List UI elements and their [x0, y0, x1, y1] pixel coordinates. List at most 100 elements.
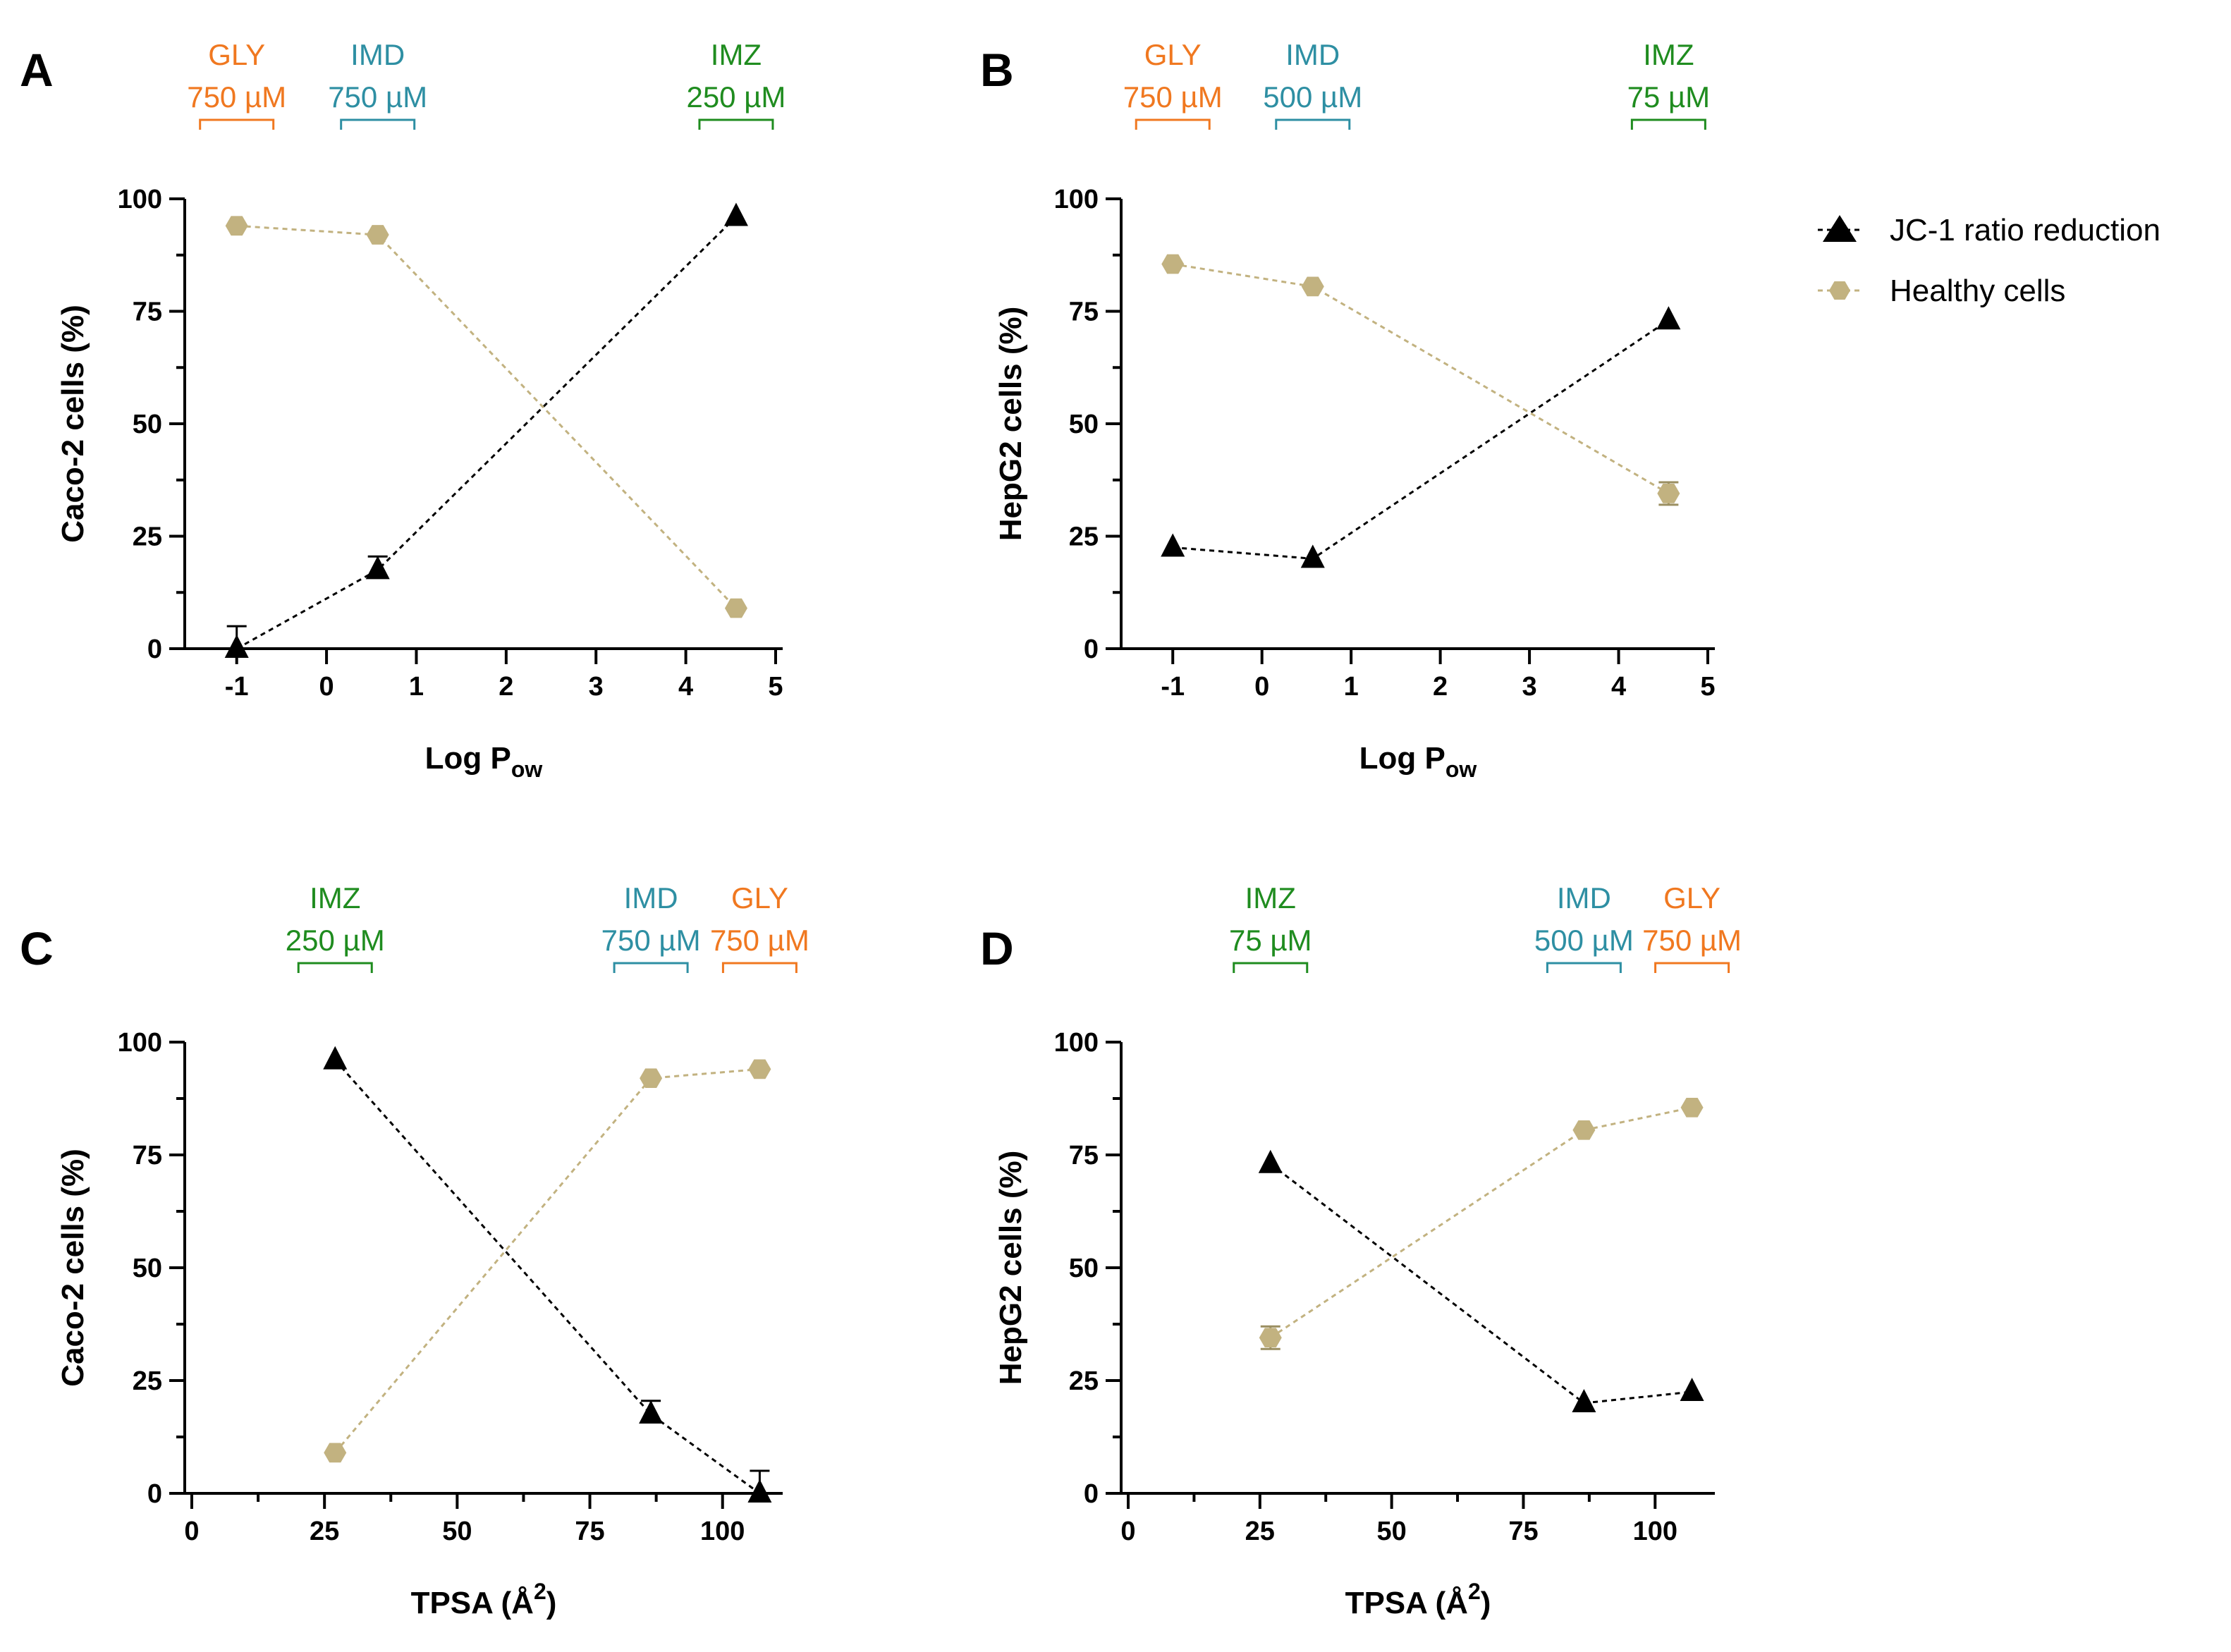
y-tick-label: 0 [1084, 635, 1099, 664]
compound-annotation: IMZ 250 µM [286, 881, 385, 973]
data-point-hexagon [1572, 1120, 1596, 1140]
compound-annotation: IMZ 250 µM [686, 38, 786, 130]
compound-bracket [1275, 118, 1351, 130]
x-axis-label-suffix: ) [546, 1586, 557, 1620]
compound-name: GLY [731, 881, 788, 914]
data-point-triangle [1300, 544, 1325, 568]
data-point-hexagon [1259, 1328, 1282, 1348]
compound-concentration: 750 µM [1123, 80, 1223, 114]
compound-name: GLY [1663, 881, 1720, 914]
data-point-triangle [1161, 533, 1185, 557]
y-tick-label: 25 [133, 1366, 162, 1396]
y-axis-label: HepG2 cells (%) [994, 1151, 1028, 1385]
compound-annotation: IMD 750 µM [601, 881, 701, 973]
y-tick-label: 100 [118, 1028, 162, 1058]
y-tick-label: 75 [133, 298, 162, 327]
legend-label-healthy: Healthy cells [1890, 274, 2065, 308]
y-axis-label: Caco-2 cells (%) [56, 305, 90, 542]
compound-name: GLY [208, 38, 265, 71]
y-tick-label: 0 [1084, 1479, 1099, 1509]
data-point-triangle [639, 1400, 664, 1424]
compound-annotation: GLY 750 µM [1642, 881, 1742, 973]
y-axis-label: Caco-2 cells (%) [56, 1149, 90, 1386]
y-tick-label: 25 [1069, 522, 1099, 552]
y-axis-label: HepG2 cells (%) [994, 307, 1028, 542]
y-tick-label: 75 [133, 1141, 162, 1170]
hexagon-marker-icon [1829, 281, 1850, 300]
x-tick-label: 3 [589, 672, 604, 702]
y-tick-label: 25 [133, 522, 162, 552]
series-healthy-cells [1161, 254, 1680, 506]
data-point-hexagon [225, 216, 248, 236]
panel-b: B 0 25 50 75 100 -1 0 1 2 3 4 5 Log Pow HepG2 cells (%… [980, 38, 1716, 782]
x-axis-label: TPSA (Å2) [1345, 1579, 1491, 1620]
compound-concentration: 250 µM [686, 80, 786, 114]
compound-annotation: GLY 750 µM [710, 881, 809, 973]
data-point-triangle [365, 556, 390, 580]
data-point-hexagon [1161, 254, 1185, 274]
y-tick-label: 100 [1054, 185, 1099, 214]
panel-a: A 0 25 50 75 100 -1 0 1 2 3 4 5 Log Pow Caco-2 cells (… [20, 38, 786, 782]
data-point-hexagon [748, 1059, 771, 1079]
series-healthy-cells [1259, 1097, 1704, 1350]
compound-name: IMD [350, 38, 405, 71]
series-line [1173, 319, 1670, 560]
y-tick-label: 75 [1069, 1141, 1099, 1170]
x-tick-label: 0 [184, 1517, 199, 1546]
data-point-triangle [1572, 1389, 1596, 1412]
y-tick-label: 75 [1069, 298, 1099, 327]
x-tick-label: 0 [1120, 1517, 1135, 1546]
x-axis-label: TPSA (Å2) [411, 1579, 557, 1620]
data-point-hexagon [724, 598, 747, 618]
series-healthy-cells [324, 1059, 771, 1463]
compound-bracket [297, 962, 373, 973]
x-tick-label: 4 [678, 672, 693, 702]
compound-concentration: 750 µM [1642, 924, 1742, 957]
compound-name: IMD [624, 881, 678, 914]
x-tick-label: 0 [319, 672, 334, 702]
x-tick-label: 3 [1522, 672, 1537, 702]
x-tick-label: -1 [225, 672, 249, 702]
compound-annotation: IMD 750 µM [328, 38, 427, 130]
x-tick-label: 5 [768, 672, 783, 702]
compound-concentration: 750 µM [328, 80, 427, 114]
x-tick-label: 100 [1633, 1517, 1677, 1546]
data-point-triangle [723, 202, 748, 226]
data-point-triangle [1258, 1149, 1283, 1173]
y-tick-label: 50 [133, 1254, 162, 1283]
compound-name: IMD [1557, 881, 1611, 914]
series-line [236, 224, 738, 609]
panel-letter: A [20, 44, 54, 96]
data-point-hexagon [1301, 276, 1324, 297]
x-axis-label-sub: ow [511, 757, 543, 782]
x-axis-label: Log Pow [1359, 741, 1477, 782]
compound-bracket [1233, 962, 1309, 973]
x-tick-label: 75 [1508, 1517, 1538, 1546]
x-tick-label: 50 [442, 1517, 472, 1546]
x-axis-label: Log Pow [425, 741, 543, 782]
compound-name: IMZ [1643, 38, 1694, 71]
y-tick-label: 50 [1069, 1254, 1099, 1283]
series-line [334, 1059, 761, 1495]
data-point-triangle [224, 635, 249, 658]
compound-bracket [340, 118, 416, 130]
series-healthy-cells [225, 216, 747, 618]
y-tick-label: 50 [1069, 410, 1099, 439]
compound-name: IMZ [711, 38, 762, 71]
compound-name: IMZ [1245, 881, 1296, 914]
x-tick-label: 0 [1254, 672, 1269, 702]
data-point-triangle [747, 1479, 772, 1503]
x-axis-label-suffix: ) [1481, 1586, 1491, 1620]
x-tick-label: 1 [1344, 672, 1359, 702]
y-tick-label: 0 [147, 1479, 162, 1509]
compound-bracket [1546, 962, 1622, 973]
x-tick-label: 4 [1611, 672, 1626, 702]
compound-name: IMD [1285, 38, 1340, 71]
y-tick-label: 25 [1069, 1366, 1099, 1396]
compound-concentration: 750 µM [710, 924, 809, 957]
compound-annotation: IMZ 75 µM [1229, 881, 1312, 973]
data-point-triangle [1680, 1378, 1704, 1401]
series-line [236, 216, 738, 650]
series-jc1-ratio-reduction [1161, 306, 1681, 568]
x-tick-label: 75 [575, 1517, 604, 1546]
